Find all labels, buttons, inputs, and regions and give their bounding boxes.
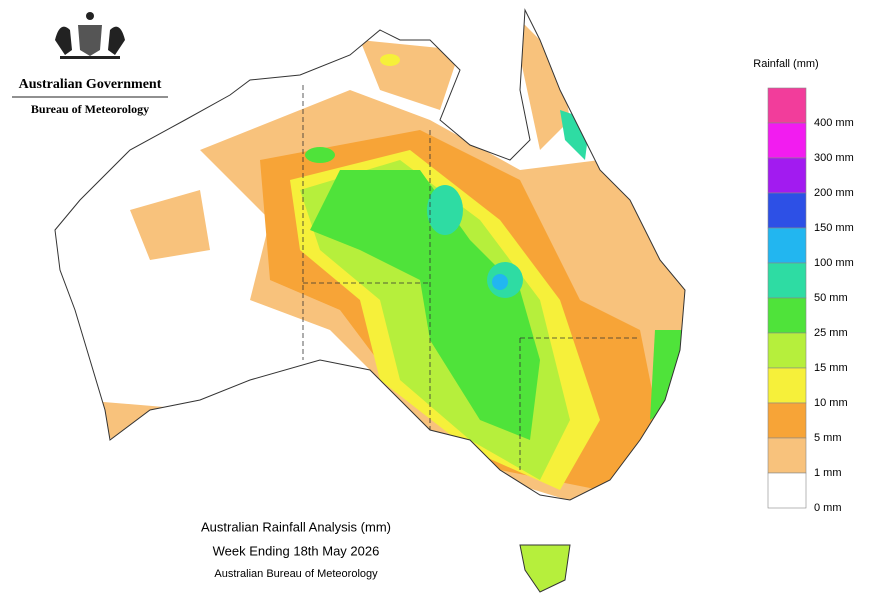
outline — [54, 8, 686, 593]
coastline — [54, 8, 686, 593]
legend-swatch — [767, 332, 807, 369]
rain-50mm — [427, 185, 463, 235]
caption-subtitle: Week Ending 18th May 2026 — [213, 543, 380, 558]
caption-credit: Australian Bureau of Meteorology — [214, 568, 378, 580]
legend-label: 50 mm — [814, 292, 848, 304]
rain-10mm — [380, 54, 400, 66]
rain-25mm — [650, 330, 685, 420]
legend-label: 300 mm — [814, 152, 854, 164]
emblem-shield — [78, 25, 102, 56]
rain-25mm — [305, 147, 335, 163]
legend-label: 150 mm — [814, 222, 854, 234]
legend-label: 400 mm — [814, 117, 854, 129]
legend-swatch — [767, 262, 807, 299]
legend-swatch — [767, 437, 807, 474]
legend-label: 100 mm — [814, 257, 854, 269]
emblem-base — [60, 56, 120, 59]
legend-swatch — [767, 367, 807, 404]
emblem-star — [86, 12, 94, 20]
legend-swatch — [767, 472, 807, 509]
state-borders — [302, 85, 640, 470]
legend-swatch — [767, 192, 807, 229]
legend-label: 200 mm — [814, 187, 854, 199]
legend-swatch — [767, 297, 807, 334]
emblem — [55, 12, 125, 59]
legend-label: 10 mm — [814, 397, 848, 409]
government-name: Australian Government — [19, 77, 162, 92]
legend-swatch — [767, 122, 807, 159]
legend-label: 0 mm — [814, 502, 842, 514]
legend-label: 25 mm — [814, 327, 848, 339]
legend-swatch — [767, 227, 807, 264]
emblem-supporters — [55, 26, 125, 55]
bureau-name: Bureau of Meteorology — [31, 102, 149, 116]
legend-swatch — [767, 402, 807, 439]
rain-15mm — [520, 545, 570, 592]
rain-25mm — [310, 170, 540, 440]
legend-swatch — [767, 157, 807, 194]
legend-label: 1 mm — [814, 467, 842, 479]
legend-label: 15 mm — [814, 362, 848, 374]
legend-title: Rainfall (mm) — [753, 58, 818, 70]
rain-100mm — [492, 274, 508, 290]
caption-title: Australian Rainfall Analysis (mm) — [201, 519, 391, 534]
legend: 400 mm 300 mm 200 mm 150 mm 100 mm 50 mm 25 mm… — [767, 87, 854, 514]
legend-swatch — [767, 87, 807, 124]
legend-label: 5 mm — [814, 432, 842, 444]
